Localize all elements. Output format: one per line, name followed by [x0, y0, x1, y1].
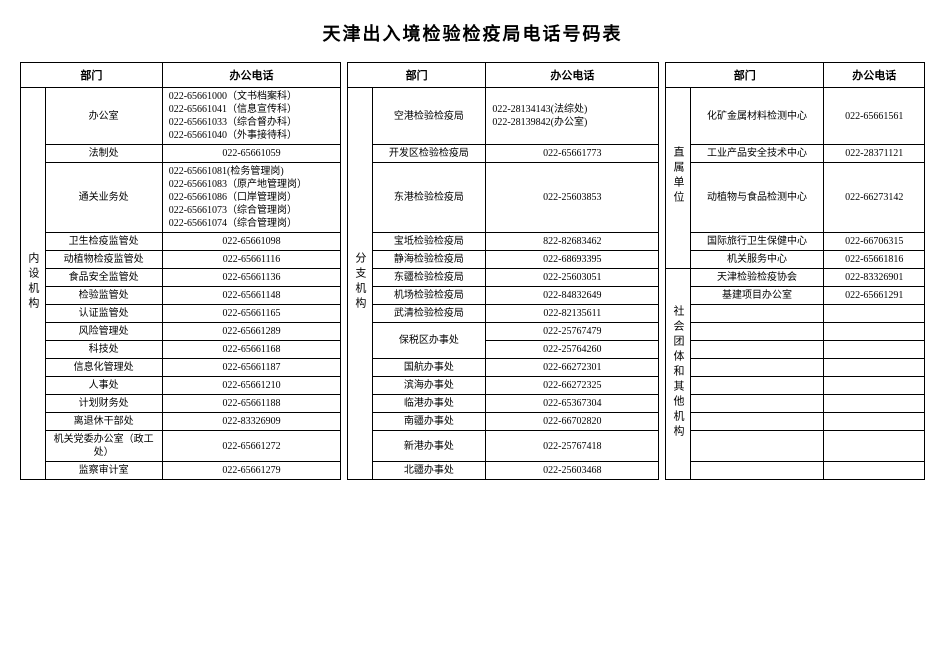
dept-tel: 022-65661165	[162, 305, 341, 323]
category-social: 社会团体和其他机构	[666, 269, 691, 480]
dept-tel: 022-65661136	[162, 269, 341, 287]
header-dept-1: 部门	[21, 63, 163, 88]
dept-tel: 022-65661168	[162, 341, 341, 359]
dept-name: 机关党委办公室（政工处）	[45, 431, 162, 462]
dept-name: 通关业务处	[45, 163, 162, 233]
dept-tel: 022-65661000（文书档案科）022-65661041（信息宣传科）02…	[162, 88, 341, 145]
page-title: 天津出入境检验检疫局电话号码表	[20, 20, 925, 46]
dept-tel: 022-65661188	[162, 395, 341, 413]
dept-name: 离退休干部处	[45, 413, 162, 431]
dept-tel: 022-65661148	[162, 287, 341, 305]
dept-name: 计划财务处	[45, 395, 162, 413]
dept-tel: 022-65661289	[162, 323, 341, 341]
dept-name: 检验监管处	[45, 287, 162, 305]
dept-name: 科技处	[45, 341, 162, 359]
dept-name: 人事处	[45, 377, 162, 395]
dept-tel: 022-83326909	[162, 413, 341, 431]
dept-name: 动植物检疫监管处	[45, 251, 162, 269]
dept-name: 风险管理处	[45, 323, 162, 341]
phone-directory-table: 部门 办公电话 部门 办公电话 部门 办公电话 内设机构办公室022-65661…	[20, 62, 925, 480]
header-tel-3: 办公电话	[824, 63, 925, 88]
header-dept-3: 部门	[666, 63, 824, 88]
dept-tel: 022-65661098	[162, 233, 341, 251]
dept-tel: 022-65661081(检务管理岗)022-65661083（原产地管理岗）0…	[162, 163, 341, 233]
header-tel-2: 办公电话	[486, 63, 659, 88]
dept-name: 食品安全监管处	[45, 269, 162, 287]
dept-name: 卫生检疫监管处	[45, 233, 162, 251]
dept-name: 法制处	[45, 145, 162, 163]
category-internal: 内设机构	[21, 88, 46, 480]
category-direct: 直属单位	[666, 88, 691, 269]
dept-name: 认证监管处	[45, 305, 162, 323]
category-branch: 分支机构	[347, 88, 372, 480]
dept-tel: 022-65661187	[162, 359, 341, 377]
dept-name: 信息化管理处	[45, 359, 162, 377]
dept-name: 办公室	[45, 88, 162, 145]
dept-tel: 022-65661059	[162, 145, 341, 163]
header-dept-2: 部门	[347, 63, 485, 88]
dept-name: 监察审计室	[45, 462, 162, 480]
dept-tel: 022-65661272	[162, 431, 341, 462]
dept-tel: 022-65661279	[162, 462, 341, 480]
dept-tel: 022-65661210	[162, 377, 341, 395]
dept-tel: 022-65661116	[162, 251, 341, 269]
header-tel-1: 办公电话	[162, 63, 341, 88]
